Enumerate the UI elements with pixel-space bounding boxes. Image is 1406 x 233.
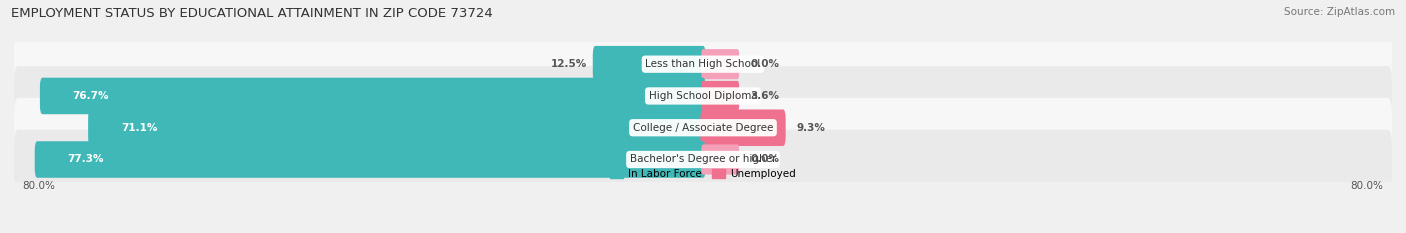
FancyBboxPatch shape: [14, 34, 1392, 94]
FancyBboxPatch shape: [702, 49, 740, 79]
Text: 0.0%: 0.0%: [751, 59, 779, 69]
FancyBboxPatch shape: [35, 141, 706, 178]
Text: High School Diploma: High School Diploma: [648, 91, 758, 101]
FancyBboxPatch shape: [14, 66, 1392, 126]
Text: 0.0%: 0.0%: [751, 154, 779, 164]
FancyBboxPatch shape: [702, 81, 740, 111]
Text: Bachelor's Degree or higher: Bachelor's Degree or higher: [630, 154, 776, 164]
FancyBboxPatch shape: [702, 144, 740, 175]
FancyBboxPatch shape: [14, 98, 1392, 158]
Text: 3.6%: 3.6%: [751, 91, 779, 101]
Text: 80.0%: 80.0%: [1350, 181, 1384, 191]
FancyBboxPatch shape: [593, 46, 706, 82]
Text: Less than High School: Less than High School: [645, 59, 761, 69]
Text: 71.1%: 71.1%: [121, 123, 157, 133]
FancyBboxPatch shape: [700, 110, 786, 146]
Text: College / Associate Degree: College / Associate Degree: [633, 123, 773, 133]
Text: 12.5%: 12.5%: [551, 59, 586, 69]
Text: EMPLOYMENT STATUS BY EDUCATIONAL ATTAINMENT IN ZIP CODE 73724: EMPLOYMENT STATUS BY EDUCATIONAL ATTAINM…: [11, 7, 494, 20]
FancyBboxPatch shape: [89, 110, 706, 146]
FancyBboxPatch shape: [39, 78, 706, 114]
Text: 9.3%: 9.3%: [796, 123, 825, 133]
FancyBboxPatch shape: [14, 130, 1392, 189]
Text: 77.3%: 77.3%: [67, 154, 104, 164]
Legend: In Labor Force, Unemployed: In Labor Force, Unemployed: [606, 165, 800, 184]
Text: Source: ZipAtlas.com: Source: ZipAtlas.com: [1284, 7, 1395, 17]
Text: 80.0%: 80.0%: [22, 181, 56, 191]
Text: 76.7%: 76.7%: [73, 91, 110, 101]
